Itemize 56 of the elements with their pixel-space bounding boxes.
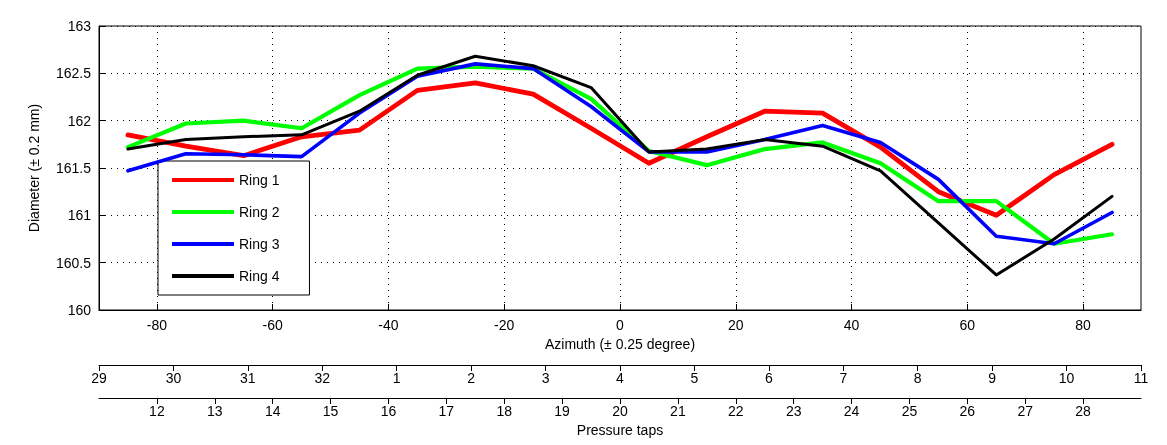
x2-tick-label: 25 (901, 403, 918, 419)
legend-label: Ring 3 (239, 236, 280, 252)
x2-tick-label: 17 (438, 403, 455, 419)
x-tick-label: -80 (146, 317, 168, 333)
text: 31 (240, 370, 256, 386)
x-tick-label: -20 (494, 317, 515, 333)
y-tick-label: 161.5 (55, 160, 92, 176)
x2-tick-label: 16 (380, 403, 397, 419)
x-tick-label: 40 (843, 317, 860, 333)
text: 10 (1058, 370, 1075, 386)
x2-tick-label: 22 (727, 403, 744, 419)
line-series (125, 80, 1115, 218)
text: 1 (392, 370, 401, 386)
text: 6 (764, 370, 773, 386)
x-tick-label: 20 (727, 317, 744, 333)
text: 2 (467, 370, 476, 386)
x2-tick-label: 19 (554, 403, 571, 419)
y-tick-label: 161 (67, 207, 92, 224)
x2-tick-label: 12 (149, 403, 165, 419)
x-tick-label: 0 (616, 317, 625, 333)
y-tick-label: 162 (67, 112, 92, 129)
x2-axis-title: Pressure taps (576, 421, 664, 438)
x2-tick-label: 13 (206, 403, 223, 419)
x2-tick-label: 14 (264, 403, 281, 419)
text: 9 (988, 370, 997, 386)
x2-tick-label: 24 (843, 403, 860, 419)
x-tick-label: -40 (378, 317, 399, 333)
text: 3 (541, 370, 550, 386)
x-tick-label: -60 (262, 317, 283, 333)
x2-tick-label: 18 (496, 403, 513, 419)
text: 30 (165, 370, 182, 386)
y-tick-label: 162.5 (55, 65, 92, 82)
x-axis-title: Azimuth (± 0.25 degree) (544, 335, 696, 352)
x-tick-label: 60 (959, 317, 976, 333)
x2-tick-label: 28 (1075, 403, 1092, 419)
text: 7 (839, 370, 848, 386)
text: 8 (913, 370, 922, 386)
x2-tick-label: 26 (959, 403, 976, 419)
x2-tick-label: 15 (322, 403, 339, 419)
y-tick-label: 163 (67, 18, 92, 34)
legend-label: Ring 2 (239, 204, 280, 220)
legend-label: Ring 1 (239, 172, 280, 188)
x2-tick-label: 20 (612, 403, 628, 419)
text: 32 (314, 370, 331, 386)
y-tick-label: 160.5 (55, 254, 92, 271)
x2-tick-label: 21 (670, 403, 686, 419)
text: 11 (1133, 370, 1149, 386)
text: 29 (91, 370, 107, 386)
text: 5 (690, 370, 699, 386)
x-tick-label: 80 (1075, 317, 1092, 333)
y-tick-label: 160 (67, 302, 92, 318)
x2-tick-label: 23 (785, 403, 802, 419)
text: 4 (616, 370, 625, 386)
legend-label: Ring 4 (239, 268, 280, 284)
y-axis-title: Diameter (± 0.2 mm) (26, 103, 42, 233)
x2-tick-label: 27 (1017, 403, 1034, 419)
